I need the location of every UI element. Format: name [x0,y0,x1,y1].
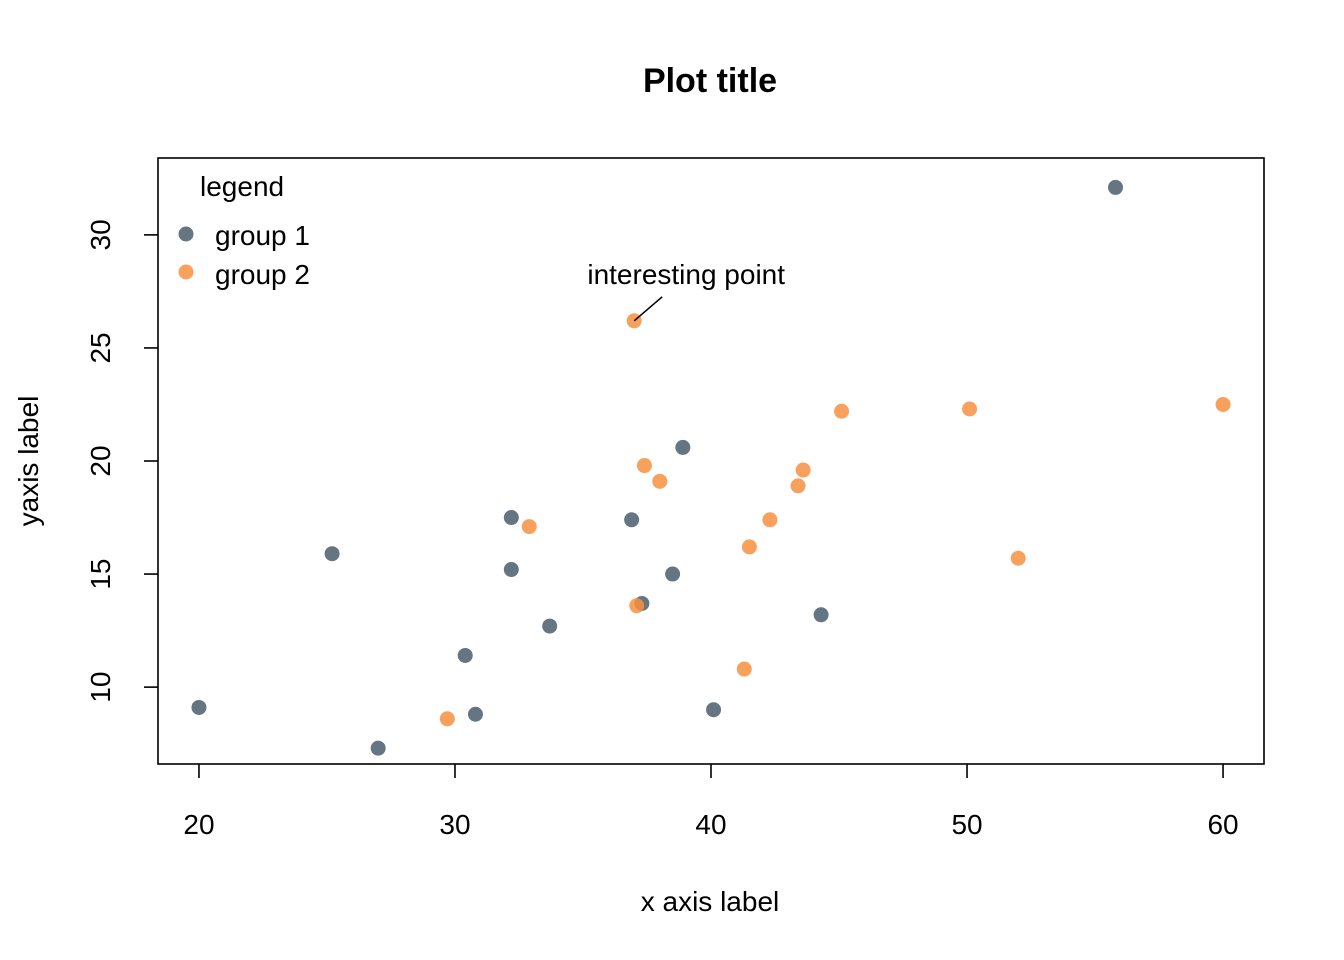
y-tick-label: 30 [85,219,116,250]
x-tick-label: 30 [439,809,470,840]
point-group-2 [1010,550,1026,566]
y-tick-label: 20 [85,445,116,476]
legend-marker-group-1 [178,226,194,242]
x-axis-label: x axis label [641,886,780,917]
annotation-label: interesting point [587,259,785,290]
annotation-leader-line [633,296,663,322]
y-axis: 10 15 20 25 30 [85,219,158,703]
point-group-2 [1215,396,1231,412]
point-group-2 [521,519,537,535]
x-tick-label: 50 [951,809,982,840]
plot-frame [157,157,1265,765]
point-group-2 [962,401,978,417]
y-tick-label: 25 [85,332,116,363]
annotations: interesting point [587,259,785,322]
point-group-1 [706,702,722,718]
point-group-1 [457,647,473,663]
point-group-2 [652,473,668,489]
point-group-2 [629,598,645,614]
point-group-1 [324,546,340,562]
x-tick-label: 20 [183,809,214,840]
point-group-2 [762,512,778,528]
point-group-1 [503,562,519,578]
legend-label-group-1: group 1 [215,220,310,251]
legend-marker-group-2 [178,264,194,280]
x-tick-label: 60 [1207,809,1238,840]
point-group-1 [503,510,519,526]
y-tick-label: 10 [85,672,116,703]
legend-label-group-2: group 2 [215,259,310,290]
point-group-2 [636,458,652,474]
point-group-2 [834,403,850,419]
point-group-2 [439,711,455,727]
data-points [191,179,1231,756]
point-group-2 [790,478,806,494]
legend: legend group 1 group 2 [178,171,310,290]
point-group-1 [813,607,829,623]
x-axis: 20 30 40 50 60 [183,764,1239,840]
chart-title: Plot title [643,62,777,100]
point-group-1 [675,439,691,455]
point-group-2 [795,462,811,478]
point-group-2 [736,661,752,677]
x-tick-label: 40 [695,809,726,840]
point-group-1 [370,740,386,756]
y-axis-label: yaxis label [13,396,44,527]
point-group-1 [191,699,207,715]
y-tick-label: 15 [85,558,116,589]
point-group-1 [467,706,483,722]
point-group-1 [1108,179,1124,195]
legend-title: legend [200,171,284,202]
point-group-1 [665,566,681,582]
point-group-1 [542,618,558,634]
point-group-1 [624,512,640,528]
point-group-2 [741,539,757,555]
